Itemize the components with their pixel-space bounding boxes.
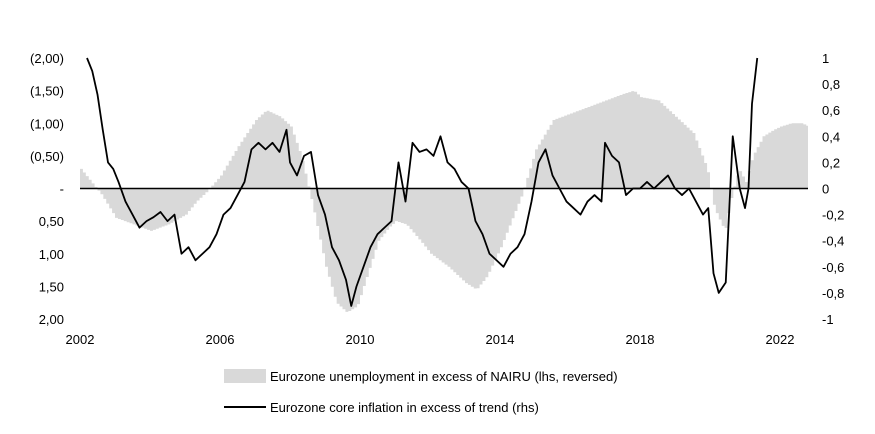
legend-label-inflation: Eurozone core inflation in excess of tre… xyxy=(270,400,539,415)
right-tick-label: 0 xyxy=(822,182,829,197)
x-tick-label: 2014 xyxy=(486,332,515,347)
right-axis-ticks: 1 0,8 0,6 0,4 0,2 0 -0,2 -0,4 -0,6 -0,8 -1 xyxy=(822,51,844,327)
right-tick-label: -0,6 xyxy=(822,260,844,275)
x-tick-label: 2022 xyxy=(766,332,795,347)
right-tick-label: 1 xyxy=(822,51,829,66)
left-tick-label: (1,50) xyxy=(30,84,64,99)
right-tick-label: 0,6 xyxy=(822,103,840,118)
left-tick-label: 2,00 xyxy=(39,312,64,327)
left-axis-ticks: (2,00) (1,50) (1,00) (0,50) - 0,50 1,00 1,50 2,0… xyxy=(30,51,64,327)
right-tick-label: -1 xyxy=(822,312,834,327)
right-tick-label: 0,4 xyxy=(822,129,840,144)
x-axis-ticks: 2002 2006 2010 2014 2018 2022 xyxy=(66,332,795,347)
left-tick-label: 0,50 xyxy=(39,214,64,229)
left-tick-label: (1,00) xyxy=(30,116,64,131)
x-tick-label: 2006 xyxy=(206,332,235,347)
x-tick-label: 2018 xyxy=(626,332,655,347)
right-tick-label: -0,8 xyxy=(822,286,844,301)
unemployment-area-series xyxy=(80,91,808,312)
left-tick-label: 1,00 xyxy=(39,247,64,262)
left-tick-label: 1,50 xyxy=(39,279,64,294)
left-tick-label: - xyxy=(60,182,64,197)
left-tick-label: (0,50) xyxy=(30,149,64,164)
legend-label-unemployment: Eurozone unemployment in excess of NAIRU… xyxy=(270,369,618,384)
unemployment-area xyxy=(80,91,808,312)
left-tick-label: (2,00) xyxy=(30,51,64,66)
legend-swatch-unemployment xyxy=(224,369,266,383)
right-tick-label: -0,4 xyxy=(822,234,844,249)
inflation-line xyxy=(86,57,759,307)
legend: Eurozone unemployment in excess of NAIRU… xyxy=(224,369,618,415)
right-tick-label: 0,2 xyxy=(822,155,840,170)
inflation-line-series xyxy=(86,57,759,307)
right-tick-label: -0,2 xyxy=(822,208,844,223)
x-tick-label: 2010 xyxy=(346,332,375,347)
right-tick-label: 0,8 xyxy=(822,77,840,92)
x-tick-label: 2002 xyxy=(66,332,95,347)
